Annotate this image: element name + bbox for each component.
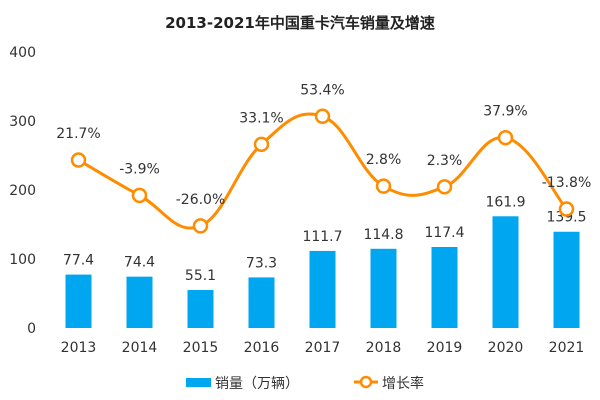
x-tick-label: 2014 [122, 340, 158, 356]
bar [187, 289, 214, 328]
growth-point [314, 108, 331, 125]
growth-point [192, 218, 209, 234]
x-tick-label: 2017 [305, 340, 341, 356]
growth-point [558, 201, 575, 217]
chart-title: 2013-2021年中国重卡汽车销量及增速 [165, 14, 435, 32]
growth-point [436, 179, 453, 195]
x-tick-label: 2016 [244, 340, 280, 356]
y-tick-label: 0 [27, 321, 36, 337]
y-tick-label: 200 [9, 183, 36, 199]
growth-label: 2.3% [427, 153, 463, 169]
bar-label: 111.7 [302, 229, 342, 245]
x-axis: 2013 2014 2015 2016 2017 2018 2019 2020 2021 [61, 340, 585, 356]
growth-label: 21.7% [56, 126, 100, 142]
legend: 销量（万辆） 增长率 [186, 375, 424, 392]
legend-line-marker [359, 375, 373, 389]
growth-label: -13.8% [542, 175, 592, 191]
growth-label: 37.9% [483, 104, 527, 120]
y-tick-label: 300 [9, 114, 36, 130]
bar-label: 77.4 [63, 253, 94, 269]
bar [65, 274, 92, 328]
growth-point [375, 178, 392, 194]
legend-line-label: 增长率 [382, 375, 424, 392]
bar [431, 246, 458, 328]
legend-bar-swatch [186, 378, 211, 387]
y-axis: 0 100 200 300 400 [9, 45, 36, 337]
bar [309, 250, 336, 328]
x-tick-label: 2019 [427, 340, 463, 356]
bar-label: 139.5 [546, 210, 586, 226]
x-tick-label: 2013 [61, 340, 97, 356]
legend-bar-label: 销量（万辆） [215, 376, 299, 392]
bar [492, 216, 519, 328]
bar [553, 231, 580, 328]
bar [126, 276, 153, 328]
growth-label: 33.1% [239, 110, 283, 126]
growth-label: 2.8% [366, 152, 402, 168]
y-tick-label: 400 [9, 45, 36, 61]
x-tick-label: 2020 [488, 340, 524, 356]
growth-labels: 21.7% -3.9% -26.0% 33.1% 53.4% 2.8% 2.3% 37.9% -… [56, 82, 591, 208]
y-tick-label: 100 [9, 252, 36, 268]
bar-label: 117.4 [424, 225, 464, 241]
bar-label: 74.4 [124, 255, 155, 271]
bar-label: 161.9 [485, 194, 525, 210]
x-tick-label: 2021 [549, 340, 585, 356]
x-tick-label: 2015 [183, 340, 219, 356]
bar-labels: 77.4 74.4 55.1 73.3 111.7 114.8 117.4 161.9 139.… [63, 194, 587, 284]
growth-points [70, 108, 575, 234]
bars [65, 216, 580, 328]
growth-point [70, 152, 87, 168]
growth-label: -26.0% [176, 192, 226, 208]
bar-label: 114.8 [363, 227, 403, 243]
bar-label: 55.1 [185, 268, 216, 284]
growth-point [253, 136, 270, 153]
growth-label: 53.4% [300, 82, 344, 98]
x-tick-label: 2018 [366, 340, 402, 356]
bar-label: 73.3 [246, 255, 277, 271]
growth-label: -3.9% [119, 161, 160, 177]
bar [248, 277, 275, 328]
growth-point [131, 187, 148, 204]
growth-point [497, 129, 514, 146]
bar [370, 248, 397, 328]
